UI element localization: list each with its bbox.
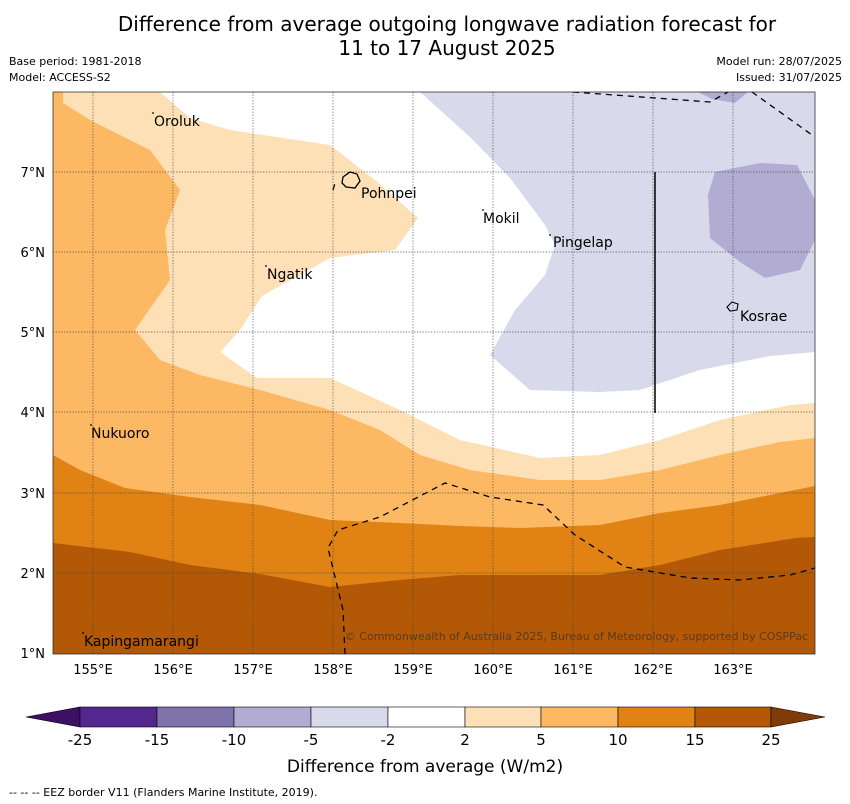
place-oroluk: Oroluk xyxy=(154,114,201,130)
band-minus-10-to-5 xyxy=(708,163,815,278)
meta-right: Model run: 28/07/2025 Issued: 31/07/2025 xyxy=(716,54,842,86)
pohnpei-island xyxy=(341,171,361,189)
lon-tick: 162°E xyxy=(633,663,673,678)
colorbar-label: -15 xyxy=(145,731,170,749)
colorbar-segment xyxy=(233,706,312,728)
lon-tick: 156°E xyxy=(153,663,193,678)
title-line-2: 11 to 17 August 2025 xyxy=(338,36,556,60)
atoll-dots xyxy=(82,112,551,634)
lat-tick: 3°N xyxy=(21,487,46,502)
band-minus-5-to-2 xyxy=(420,92,815,392)
lat-axis: 7°N 6°N 5°N 4°N 3°N 2°N 1°N xyxy=(21,166,46,662)
place-kosrae: Kosrae xyxy=(740,309,787,325)
place-mokil: Mokil xyxy=(483,211,520,227)
lat-tick: 4°N xyxy=(21,406,46,421)
colorbar-title: Difference from average (W/m2) xyxy=(287,757,563,777)
lon-tick: 159°E xyxy=(393,663,433,678)
chart-title: Difference from average outgoing longwav… xyxy=(0,12,850,60)
colorbar-segment xyxy=(79,706,158,728)
colorbar-label: -10 xyxy=(222,731,247,749)
model-name: Model: ACCESS-S2 xyxy=(9,71,111,84)
lat-tick: 1°N xyxy=(21,647,46,662)
colorbar-label: -25 xyxy=(68,731,93,749)
colorbar-label: 2 xyxy=(460,731,470,749)
eez-legend-note: -- -- -- EEZ border V11 (Flanders Marine… xyxy=(9,786,318,799)
lon-tick: 160°E xyxy=(473,663,513,678)
colorbar: -25 -15 -10 -5 -2 2 5 10 15 25 Differenc… xyxy=(25,706,826,777)
lon-axis: 155°E 156°E 157°E 158°E 159°E 160°E 161°… xyxy=(73,663,753,678)
meta-left: Base period: 1981-2018 Model: ACCESS-S2 xyxy=(9,54,141,86)
colorbar-extend-low xyxy=(25,706,81,728)
colorbar-segment xyxy=(387,706,466,728)
copyright-text: © Commonwealth of Australia 2025, Bureau… xyxy=(345,630,808,643)
lon-tick: 157°E xyxy=(233,663,273,678)
lon-tick: 158°E xyxy=(313,663,353,678)
gridlines xyxy=(53,92,815,654)
colorbar-label: -5 xyxy=(304,731,319,749)
lat-tick: 2°N xyxy=(21,567,46,582)
band-minus-10-to-5-top xyxy=(698,92,748,103)
colorbar-segment xyxy=(694,706,772,728)
colorbar-segment xyxy=(464,706,542,728)
lat-tick: 7°N xyxy=(21,166,46,181)
eez-borders xyxy=(327,92,815,654)
map-frame xyxy=(52,91,816,655)
map-plot-area: Oroluk Pohnpei Mokil Pingelap Ngatik Kos… xyxy=(53,92,815,654)
colorbar-segment xyxy=(617,706,696,728)
colorbar-label: 15 xyxy=(685,731,704,749)
place-pohnpei: Pohnpei xyxy=(361,186,417,202)
place-pingelap: Pingelap xyxy=(553,235,613,251)
model-run: Model run: 28/07/2025 xyxy=(716,55,842,68)
kosrae-island xyxy=(726,301,739,312)
place-labels: Oroluk Pohnpei Mokil Pingelap Ngatik Kos… xyxy=(84,114,787,650)
colorbar-label: 25 xyxy=(761,731,780,749)
colorbar-label: 10 xyxy=(608,731,627,749)
place-nukuoro: Nukuoro xyxy=(91,426,149,442)
title-line-1: Difference from average outgoing longwav… xyxy=(117,12,777,36)
place-kapingamarangi: Kapingamarangi xyxy=(84,634,199,650)
lon-tick: 163°E xyxy=(713,663,753,678)
colorbar-segment xyxy=(540,706,619,728)
colorbar-segment xyxy=(156,706,235,728)
place-ngatik: Ngatik xyxy=(267,267,313,283)
lon-tick: 161°E xyxy=(553,663,593,678)
colorbar-label: -2 xyxy=(381,731,396,749)
colorbar-label: 5 xyxy=(536,731,546,749)
base-period: Base period: 1981-2018 xyxy=(9,55,142,68)
lon-tick: 155°E xyxy=(73,663,113,678)
lat-tick: 5°N xyxy=(21,326,46,341)
lat-tick: 6°N xyxy=(21,246,46,261)
issued-date: Issued: 31/07/2025 xyxy=(735,71,842,84)
colorbar-segment xyxy=(310,706,389,728)
colorbar-extend-high xyxy=(770,706,826,728)
